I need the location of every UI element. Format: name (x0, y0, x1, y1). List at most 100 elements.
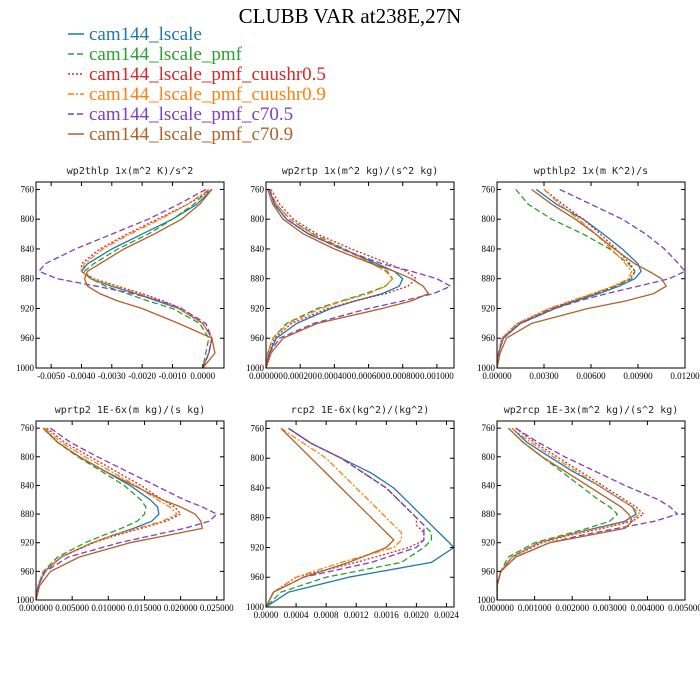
x-tick-label: 0.020000 (164, 603, 198, 613)
x-tick-label: 0.001000 (420, 371, 454, 381)
series-line (497, 188, 633, 368)
chart-panel: wp2rtp 1x(m^2 kg)/(s^2 kg) 760 800 840 880 92… (246, 166, 455, 381)
y-tick-label: 880 (482, 274, 496, 284)
y-tick-label: 760 (482, 184, 496, 194)
x-tick-label: -0.0010 (159, 371, 187, 381)
x-tick-label: 0.003000 (593, 603, 627, 613)
y-tick-label: 840 (21, 244, 35, 254)
panel-title: wp2rtp 1x(m^2 kg)/(s^2 kg) (282, 166, 439, 177)
series-line (36, 427, 218, 600)
y-tick-label: 920 (251, 542, 265, 552)
x-tick-label: -0.0050 (37, 371, 65, 381)
plot-frame (265, 420, 455, 608)
chart-panel: wpthlp2 1x(m K^2)/s 760 800 840 880 920 960 100… (477, 166, 700, 381)
x-tick-label: 0.002000 (555, 603, 589, 613)
y-tick-label: 800 (21, 214, 35, 224)
y-tick-label: 760 (21, 184, 35, 194)
series-line (497, 188, 642, 368)
y-tick-label: 920 (482, 303, 496, 313)
series-line (266, 189, 430, 368)
series-line (266, 427, 403, 607)
plot-frame (496, 420, 686, 601)
series-line (36, 427, 160, 600)
series-line (497, 427, 679, 600)
series-line (36, 427, 178, 600)
legend-label: cam144_lscale_pmf (89, 44, 243, 65)
y-tick-label: 920 (482, 538, 496, 548)
x-tick-label: 0.005000 (55, 603, 89, 613)
legend-label: cam144_lscale_pmf_cuushr0.9 (89, 84, 326, 105)
y-tick-label: 960 (251, 572, 265, 582)
legend-item: cam144_lscale_pmf_cuushr0.5 (68, 64, 326, 85)
y-tick-label: 920 (21, 538, 35, 548)
y-tick-label: 920 (251, 303, 265, 313)
x-tick-label: 0.00600 (576, 371, 606, 381)
y-tick-label: 760 (251, 423, 265, 433)
legend-item: cam144_lscale_pmf_c70.9 (68, 124, 293, 145)
x-tick-label: 0.0008 (314, 610, 339, 620)
series-line (497, 188, 667, 368)
y-tick-label: 760 (21, 423, 35, 433)
y-tick-label: 960 (482, 566, 496, 576)
plot-frame (265, 181, 455, 369)
plot-frame (35, 420, 225, 601)
y-tick-label: 800 (21, 452, 35, 462)
legend-label: cam144_lscale_pmf_c70.9 (89, 124, 293, 145)
x-tick-label: 0.000000 (19, 603, 53, 613)
x-tick-label: -0.0040 (68, 371, 96, 381)
y-tick-label: 880 (21, 274, 35, 284)
series-line (497, 427, 618, 600)
series-line (80, 188, 213, 368)
y-tick-label: 960 (21, 333, 35, 343)
x-tick-label: 0.010000 (91, 603, 125, 613)
y-tick-label: 960 (251, 333, 265, 343)
chart-panel: wp2thlp 1x(m^2 K)/s^2 760 800 840 880 920 960 1… (16, 166, 225, 381)
series-line (497, 427, 641, 600)
x-tick-label: 0.001000 (518, 603, 552, 613)
x-tick-label: 0.0000 (190, 371, 215, 381)
series-line (266, 189, 394, 368)
figure-title: CLUBB VAR at238E,27N (239, 4, 462, 28)
x-tick-label: 0.01200 (670, 371, 700, 381)
panels-grid: wp2thlp 1x(m^2 K)/s^2 760 800 840 880 920 960 1… (16, 166, 700, 620)
series-line (497, 427, 634, 600)
y-tick-label: 880 (21, 509, 35, 519)
x-tick-label: 0.00000 (482, 371, 512, 381)
series-line (38, 188, 213, 368)
plot-frame (35, 181, 225, 369)
chart-panel: wp2rcp 1E-3x(m^2 kg)/(s^2 kg) 760 800 840 88… (477, 405, 700, 613)
panel-title: rcp2 1E-6x(kg^2)/(kg^2) (291, 405, 429, 416)
series-line (497, 427, 637, 600)
y-tick-label: 1000 (16, 363, 35, 373)
y-tick-label: 840 (251, 483, 265, 493)
x-tick-label: 0.0004 (284, 610, 309, 620)
panel-title: wp2rcp 1E-3x(m^2 kg)/(s^2 kg) (504, 405, 679, 416)
series-line (83, 188, 216, 368)
series-line (497, 188, 636, 368)
x-tick-label: 0.000200 (283, 371, 317, 381)
series-line (266, 427, 425, 607)
y-tick-label: 880 (251, 274, 265, 284)
y-tick-label: 760 (482, 423, 496, 433)
y-tick-label: 760 (251, 184, 265, 194)
y-tick-label: 880 (251, 513, 265, 523)
y-tick-label: 920 (21, 303, 35, 313)
y-tick-label: 1000 (477, 363, 496, 373)
series-line (266, 427, 395, 607)
y-tick-label: 800 (482, 214, 496, 224)
x-tick-label: 0.005000 (668, 603, 700, 613)
y-tick-label: 840 (482, 480, 496, 490)
y-tick-label: 960 (482, 333, 496, 343)
x-tick-label: 0.000000 (480, 603, 514, 613)
x-tick-label: -0.0020 (128, 371, 156, 381)
legend-item: cam144_lscale_pmf_c70.5 (68, 104, 293, 125)
legend-item: cam144_lscale (68, 24, 202, 45)
x-tick-label: 0.025000 (200, 603, 234, 613)
y-tick-label: 1000 (246, 602, 265, 612)
legend-label: cam144_lscale (89, 24, 202, 45)
x-tick-label: 0.015000 (128, 603, 162, 613)
series-line (36, 427, 147, 600)
x-tick-label: 0.004000 (631, 603, 665, 613)
y-tick-label: 1000 (477, 595, 496, 605)
